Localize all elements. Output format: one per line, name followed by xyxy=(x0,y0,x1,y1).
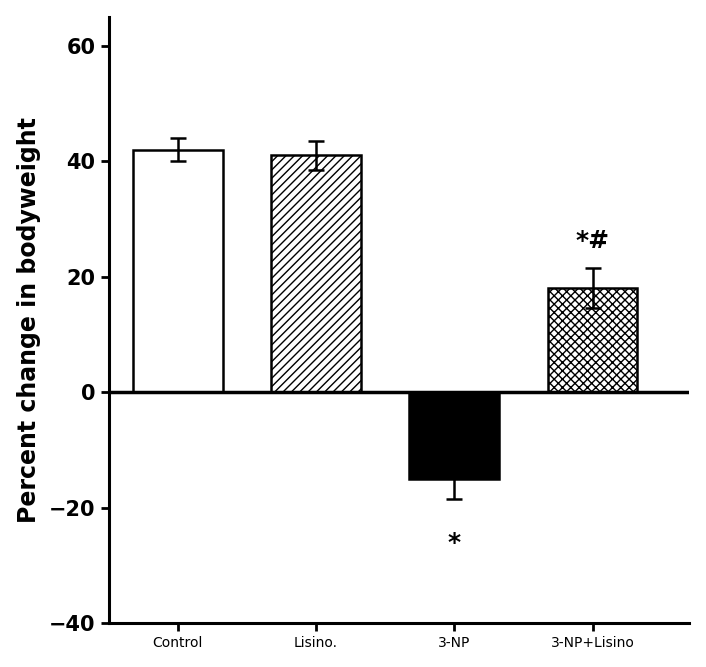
Y-axis label: Percent change in bodyweight: Percent change in bodyweight xyxy=(17,117,41,523)
Bar xyxy=(133,149,223,392)
Bar xyxy=(548,288,638,392)
Text: *: * xyxy=(448,531,461,555)
Bar xyxy=(409,392,499,479)
Bar xyxy=(271,155,361,392)
Text: *#: *# xyxy=(575,229,609,253)
